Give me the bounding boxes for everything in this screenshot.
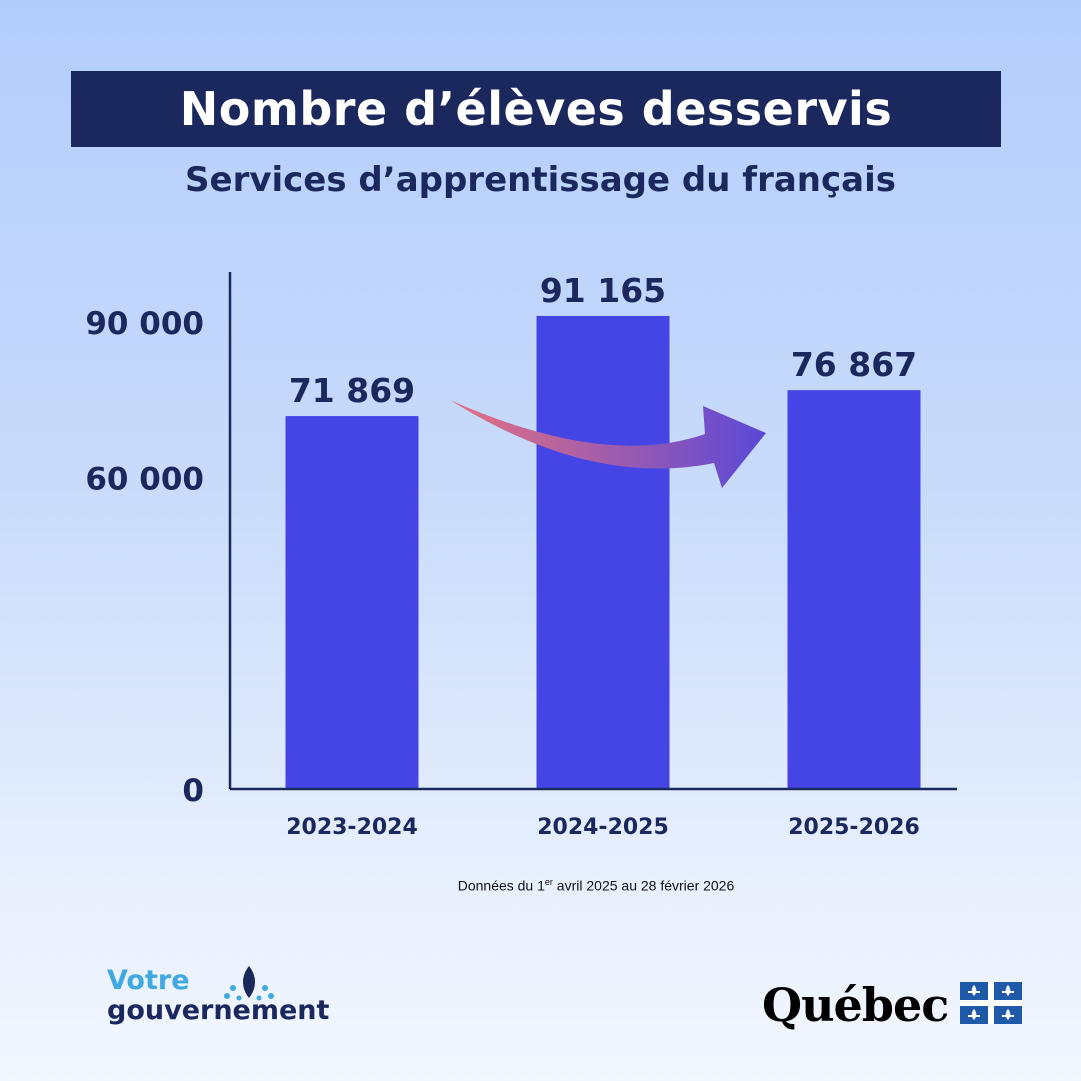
data-label-2023-2024: 71 869 [289,371,415,410]
x-tick-label-2025-2026: 2025-2026 [788,815,920,840]
data-label-2025-2026: 76 867 [791,345,917,384]
chart-subtitle: Services d’apprentissage du français [185,160,896,200]
fleur-de-lis-icon [224,966,274,1001]
quebec-flag-icon [960,982,1022,1024]
quebec-logo: Québec [762,976,1032,1036]
chart-title: Nombre d’élèves desservis [179,82,893,136]
data-label-2024-2025: 91 165 [540,271,666,310]
x-tick-label-2023-2024: 2023-2024 [286,815,418,840]
x-tick-label-2024-2025: 2024-2025 [537,815,669,840]
logo-gouvernement-text: gouvernement [107,995,330,1026]
footnote: Données du 1er avril 2025 au 28 février … [0,877,1081,894]
trend-arrow [450,400,766,488]
footnote-prefix: Données du 1 [457,877,545,894]
footnote-superscript: er [544,877,553,887]
footnote-suffix: avril 2025 au 28 février 2026 [552,877,735,894]
bar-2025-2026 [787,390,921,789]
title-banner: Nombre d’élèves desservis [71,71,1001,147]
votre-gouvernement-logo: Votre gouvernement [107,966,347,1036]
y-tick-label-90000: 90 000 [85,306,204,342]
y-tick-label-0: 0 [182,773,204,809]
quebec-wordmark: Québec [762,978,949,1032]
y-tick-label-60000: 60 000 [85,462,204,498]
bar-2023-2024 [285,416,419,789]
bar-2024-2025 [536,315,670,789]
logo-votre-text: Votre [107,965,190,996]
